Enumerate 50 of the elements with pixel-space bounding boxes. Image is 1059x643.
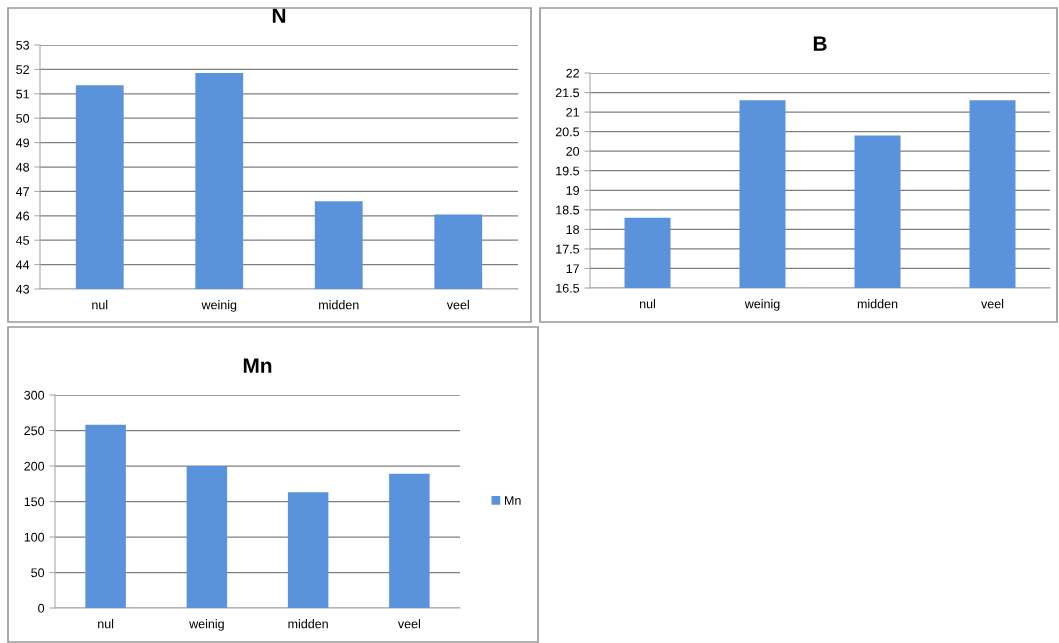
bar — [389, 473, 430, 608]
x-tick-label: nul — [92, 300, 108, 310]
y-tick-label: 45 — [15, 236, 30, 245]
chart-title: Mn — [243, 358, 272, 373]
x-tick-label: weinig — [201, 300, 237, 312]
bar — [85, 424, 126, 608]
bar — [287, 492, 329, 608]
y-tick-label: 16.5 — [556, 283, 580, 293]
y-tick-label: 20.5 — [555, 127, 580, 137]
x-tick-label: nul — [639, 299, 656, 309]
y-tick-label: 0 — [38, 603, 45, 613]
x-tick-label: midden — [857, 299, 898, 309]
y-tick-label: 19 — [566, 186, 579, 195]
x-tick-label: midden — [288, 619, 328, 629]
y-tick-label: 17 — [566, 264, 579, 273]
y-tick-label: 17.5 — [556, 244, 580, 254]
x-tick-label: veel — [446, 300, 469, 310]
y-tick-label: 20 — [566, 146, 580, 156]
y-tick-label: 18.5 — [556, 205, 580, 215]
y-tick-label: 43 — [15, 284, 30, 294]
y-tick-label: 300 — [24, 390, 45, 400]
legend-label: Mn — [505, 496, 521, 505]
y-tick-label: 47 — [15, 187, 29, 196]
y-tick-label: 52 — [16, 65, 29, 75]
y-tick-label: 53 — [16, 40, 30, 50]
y-tick-label: 50 — [16, 114, 30, 123]
y-tick-label: 48 — [15, 162, 30, 172]
x-tick-label: veel — [397, 619, 421, 629]
x-tick-label: weinig — [189, 619, 224, 631]
x-tick-label: midden — [319, 300, 359, 310]
y-tick-label: 44 — [15, 260, 30, 270]
y-tick-label: 22 — [566, 68, 579, 78]
chart-title: N — [272, 8, 286, 23]
y-tick-label: 51 — [16, 89, 29, 99]
y-tick-label: 150 — [24, 497, 45, 507]
y-tick-label: 100 — [24, 532, 45, 542]
y-tick-label: 18 — [566, 225, 580, 235]
x-tick-label: veel — [981, 299, 1004, 309]
y-tick-label: 200 — [24, 461, 45, 471]
x-tick-label: weinig — [744, 299, 780, 311]
chart-title: B — [813, 36, 827, 51]
y-tick-label: 21.5 — [555, 88, 580, 98]
bar — [186, 466, 228, 608]
x-tick-label: nul — [98, 619, 114, 629]
y-tick-label: 49 — [15, 138, 29, 148]
y-tick-label: 250 — [24, 426, 45, 436]
y-tick-label: 19.5 — [556, 166, 580, 176]
y-tick-label: 46 — [15, 211, 30, 221]
y-tick-label: 21 — [566, 107, 579, 117]
y-tick-label: 50 — [31, 568, 45, 578]
